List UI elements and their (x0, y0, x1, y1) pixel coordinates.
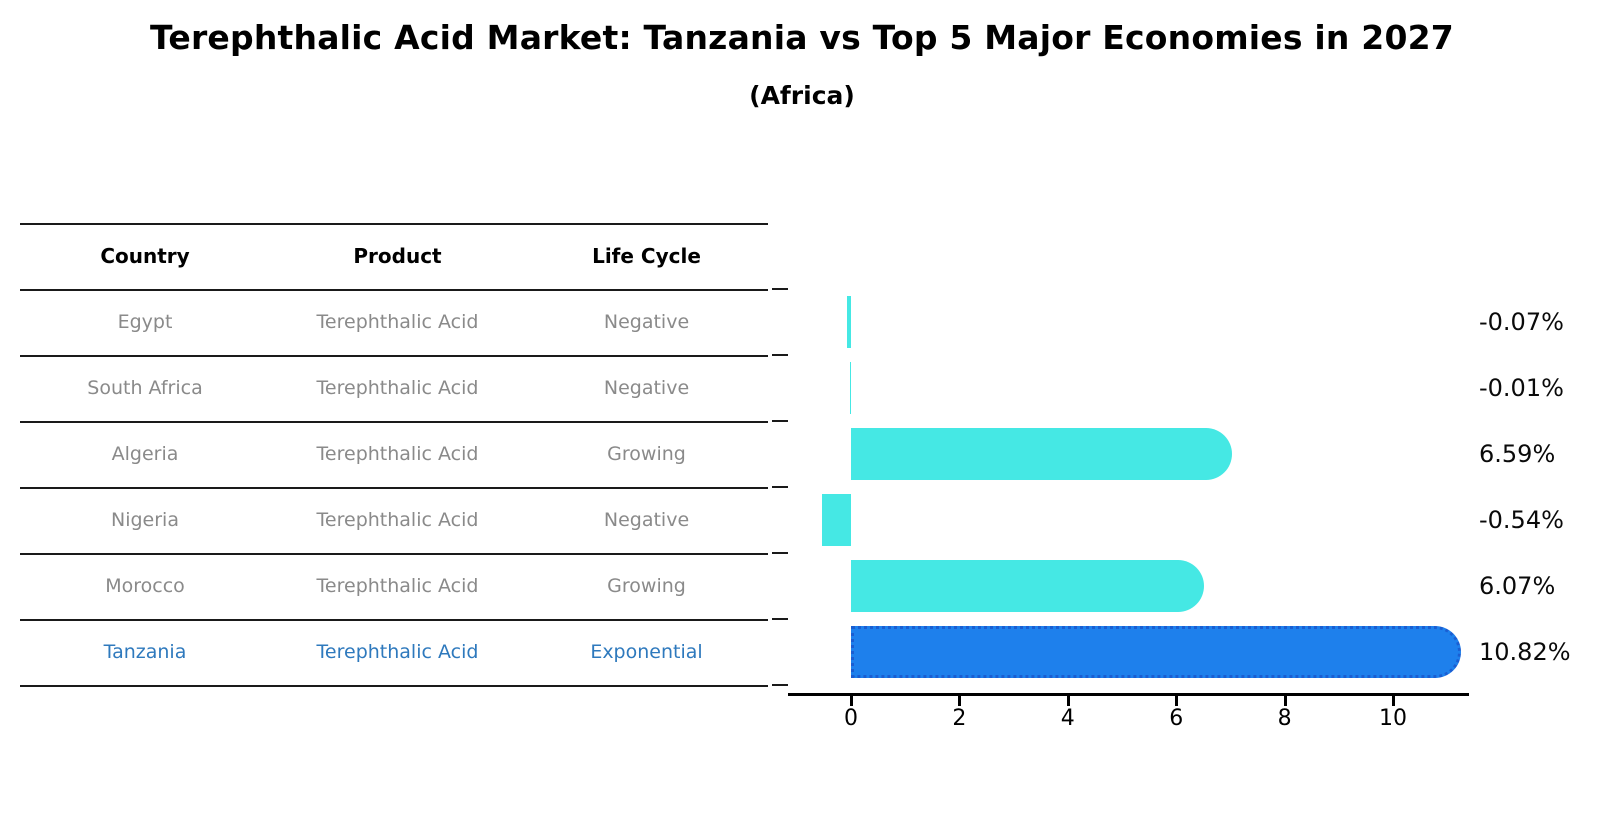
bar-nigeria (821, 494, 851, 546)
value-label-morocco: 6.07% (1479, 572, 1556, 600)
cell-lifecycle: Growing (607, 443, 686, 465)
x-axis-tick (1283, 696, 1287, 706)
y-axis-tick (772, 486, 788, 488)
value-label-egypt: -0.07% (1479, 308, 1564, 336)
value-label-algeria: 6.59% (1479, 440, 1556, 468)
column-header-product: Product (353, 244, 442, 268)
x-axis-tick (850, 696, 853, 706)
y-axis-tick (772, 684, 788, 686)
chart-subtitle: (Africa) (749, 81, 855, 110)
cell-product: Terephthalic Acid (316, 311, 479, 333)
bar-south-africa (850, 362, 851, 414)
table-rule (20, 289, 768, 291)
cell-lifecycle: Negative (603, 377, 690, 399)
x-axis-tick-label: 0 (844, 706, 858, 731)
cell-country: Nigeria (111, 509, 179, 531)
table-rule (20, 553, 768, 555)
cell-product: Terephthalic Acid (316, 575, 479, 597)
cell-lifecycle: Negative (603, 311, 690, 333)
y-axis-tick (772, 420, 788, 422)
cell-country: Morocco (105, 575, 185, 597)
cell-lifecycle: Negative (603, 509, 690, 531)
cell-lifecycle: Exponential (590, 641, 703, 663)
table-row-tanzania: Tanzania Terephthalic Acid Exponential (20, 619, 768, 685)
chart-title: Terephthalic Acid Market: Tanzania vs To… (150, 18, 1454, 57)
table-row-egypt: Egypt Terephthalic Acid Negative (20, 289, 768, 355)
x-axis-tick-label: 6 (1169, 706, 1184, 731)
table-row-algeria: Algeria Terephthalic Acid Growing (20, 421, 768, 487)
x-axis-tick (958, 696, 962, 706)
cell-product: Terephthalic Acid (316, 641, 479, 663)
x-axis-tick-label: 8 (1277, 706, 1292, 731)
cell-country: South Africa (87, 377, 203, 399)
x-axis-tick-label: 10 (1379, 706, 1407, 731)
bar-tanzania (851, 626, 1462, 678)
cell-product: Terephthalic Acid (316, 509, 479, 531)
table-row-nigeria: Nigeria Terephthalic Acid Negative (20, 487, 768, 553)
table-rule (20, 685, 768, 687)
x-axis-tick-label: 2 (952, 706, 967, 731)
y-axis-tick (772, 552, 788, 554)
value-label-tanzania: 10.82% (1479, 638, 1571, 666)
x-axis-tick (1066, 696, 1070, 706)
table-rule (20, 619, 768, 621)
y-axis-tick (772, 288, 788, 290)
y-axis-tick (772, 354, 788, 356)
bar-egypt (847, 296, 851, 348)
x-axis-tick (1175, 696, 1179, 706)
cell-country: Tanzania (103, 641, 187, 663)
table-header-row: Country Product Life Cycle (20, 223, 768, 289)
table-rule (20, 355, 768, 357)
bar-morocco (851, 560, 1204, 612)
value-label-south-africa: -0.01% (1479, 374, 1564, 402)
table-row-south-africa: South Africa Terephthalic Acid Negative (20, 355, 768, 421)
cell-country: Algeria (111, 443, 179, 465)
cell-lifecycle: Growing (607, 575, 686, 597)
table-rule (20, 223, 768, 225)
x-axis-tick (1392, 696, 1395, 706)
table-row-morocco: Morocco Terephthalic Acid Growing (20, 553, 768, 619)
x-axis-tick-label: 4 (1060, 706, 1075, 731)
y-axis-tick (772, 618, 788, 620)
cell-country: Egypt (117, 311, 173, 333)
country-table: Country Product Life Cycle Egypt Terepht… (20, 223, 768, 687)
column-header-country: Country (100, 244, 190, 268)
column-header-lifecycle: Life Cycle (592, 244, 701, 268)
table-rule (20, 487, 768, 489)
table-rule (20, 421, 768, 423)
value-label-nigeria: -0.54% (1479, 506, 1564, 534)
x-axis (788, 693, 1469, 696)
cell-product: Terephthalic Acid (316, 377, 479, 399)
cell-product: Terephthalic Acid (316, 443, 479, 465)
bar-algeria (851, 428, 1233, 480)
